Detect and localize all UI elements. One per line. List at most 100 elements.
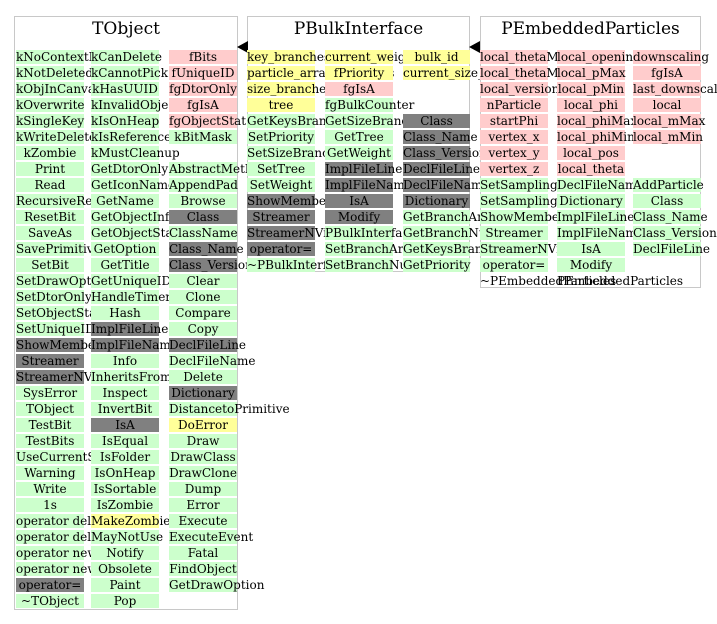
member-cell (633, 162, 701, 176)
member-cell: fgDtorOnly (169, 82, 237, 96)
member-cell: PEmbeddedParticles (557, 274, 684, 288)
member-cell: TestBits (16, 434, 84, 448)
member-cell: Execute (169, 514, 237, 528)
member-cell: operator new (16, 546, 98, 560)
member-cell: local_pos (557, 146, 625, 160)
member-cell: GetIconName (91, 178, 176, 192)
member-cell: ShowMembers (247, 194, 338, 208)
member-column: local_thetaMax local_thetaMin local_versio… (480, 50, 616, 290)
member-cell: kCannotPick (91, 66, 169, 80)
member-cell: DeclFileName (403, 178, 490, 192)
member-cell: SysError (16, 386, 84, 400)
member-column: kCanDelete kCannotPick kHasUUID kInvalidObj… (91, 50, 180, 610)
member-cell: SetDrawOption (16, 274, 111, 288)
member-cell: DeclFileName (169, 354, 256, 368)
member-cell: kMustCleanup (91, 146, 180, 160)
member-cell: DoError (169, 418, 237, 432)
member-cell: Clear (169, 274, 237, 288)
member-cell: HandleTimer (91, 290, 172, 304)
member-cell: StreamerNVirtual (480, 242, 590, 256)
member-cell: Dump (169, 482, 237, 496)
member-cell: vertex_x (480, 130, 548, 144)
member-cell: kHasUUID (91, 82, 159, 96)
member-cell: ImplFileName (325, 178, 412, 192)
member-cell: local_version (480, 82, 560, 96)
member-cell: SetTree (247, 162, 315, 176)
member-cell: GetObjectInfo (91, 210, 177, 224)
member-cell: IsFolder (91, 450, 159, 464)
member-cell: DeclFileLine (633, 242, 711, 256)
member-cell: GetName (91, 194, 159, 208)
member-cell: DeclFileLine (403, 162, 481, 176)
member-cell: Class_Version (633, 226, 717, 240)
member-cell: Copy (169, 322, 237, 336)
member-cell: kBitMask (169, 130, 237, 144)
class-title: TObject (92, 19, 160, 39)
member-cell: kObjInCanvas (16, 82, 102, 96)
member-cell: Class_Version (403, 146, 487, 160)
member-cell: kNotDeleted (16, 66, 94, 80)
member-cell: fgBulkCounter (325, 98, 415, 112)
inheritance-arrow-icon (237, 41, 248, 53)
member-cell: ~TObject (16, 594, 84, 608)
member-cell: Obsolete (91, 562, 159, 576)
member-cell: ~PBulkInterface (247, 258, 349, 272)
member-cell: startPhi (480, 114, 548, 128)
member-cell: Dictionary (403, 194, 470, 208)
member-cell: local_thetaMin (480, 66, 571, 80)
member-cell: Dictionary (557, 194, 625, 208)
member-cell: ImplFileLine (91, 322, 169, 336)
member-cell: Error (169, 498, 237, 512)
member-cell: StreamerNVirtual (16, 370, 126, 384)
member-cell: local_phi (557, 98, 625, 112)
class-title: PEmbeddedParticles (501, 19, 680, 39)
member-cell: PBulkInterface (325, 226, 417, 240)
member-cell: current_weight (325, 50, 419, 64)
member-cell: Modify (325, 210, 393, 224)
member-cell: kOverwrite (16, 98, 85, 112)
member-cell: Inspect (91, 386, 159, 400)
member-column: local_openingAngle local_pMax local_pMin lo… (557, 50, 684, 290)
member-cell: SetBranchNum (325, 258, 419, 272)
member-cell: Info (91, 354, 159, 368)
member-cell: Paint (91, 578, 159, 592)
inheritance-arrow-icon (469, 41, 480, 53)
member-cell: IsA (91, 418, 159, 432)
member-cell: operator new[] (16, 562, 107, 576)
member-cell: GetDtorOnly (91, 162, 169, 176)
member-cell: StreamerNVirtual (247, 226, 357, 240)
member-cell: Modify (557, 258, 625, 272)
member-cell: Write (16, 482, 84, 496)
member-cell: downscaling (633, 50, 710, 64)
member-cell: IsA (557, 242, 625, 256)
member-cell: SetWeight (247, 178, 315, 192)
member-cell: Dictionary (169, 386, 237, 400)
member-cell: ImplFileLine (325, 162, 403, 176)
member-cell: kInvalidObject (91, 98, 180, 112)
member-cell: IsEqual (91, 434, 159, 448)
member-column: downscaling fgIsA last_downscalinglocal loc… (633, 50, 717, 258)
member-cell: size_branches (247, 82, 333, 96)
member-cell: operator= (480, 258, 548, 272)
member-cell: Class_Name (633, 210, 708, 224)
member-cell: vertex_y (480, 146, 548, 160)
member-column: key_branches particle_array_branches size_… (247, 50, 394, 274)
member-cell: Streamer (247, 210, 315, 224)
member-cell: local_phiMin (557, 130, 635, 144)
member-cell: fgIsA (325, 82, 393, 96)
member-cell: GetKeysBranches (403, 242, 511, 256)
member-cell: last_downscaling (633, 82, 717, 96)
member-cell: TestBit (16, 418, 84, 432)
member-cell: particle_array_branches (247, 66, 394, 80)
member-cell: Class (169, 210, 237, 224)
member-cell: nParticle (480, 98, 548, 112)
member-cell: local_mMax (633, 114, 706, 128)
member-cell: operator delete (16, 514, 111, 528)
member-cell: operator= (247, 242, 315, 256)
member-cell: IsOnHeap (91, 466, 159, 480)
member-cell: SavePrimitive (16, 242, 101, 256)
member-cell: DeclFileName (557, 178, 644, 192)
member-cell: operator= (16, 578, 84, 592)
member-cell: FindObject (169, 562, 237, 576)
member-cell: SetBranchArray (325, 242, 424, 256)
